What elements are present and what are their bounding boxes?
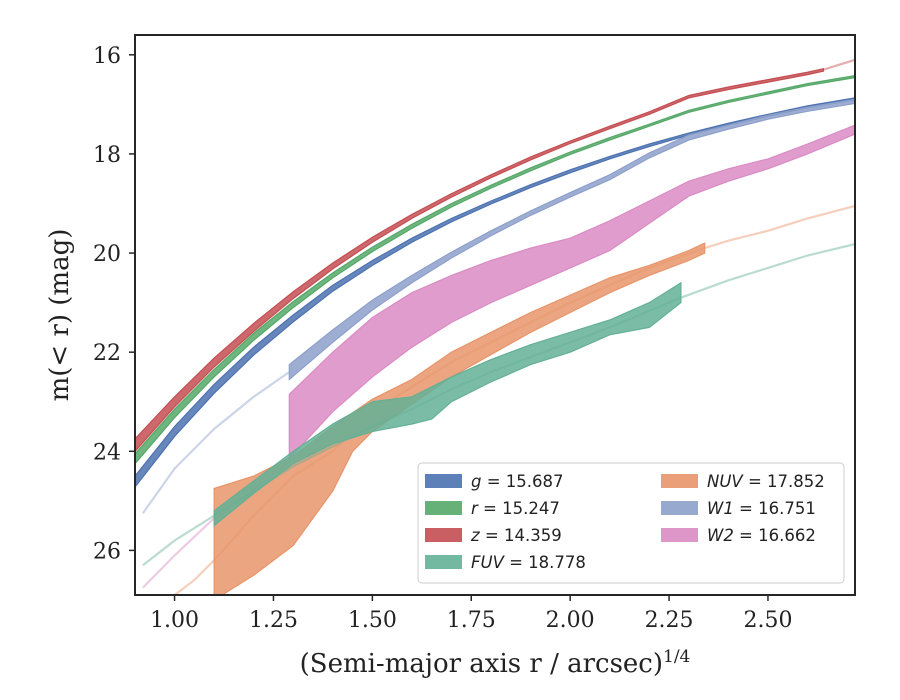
y-tick-label: 20 [93, 242, 121, 267]
x-tick-label: 1.25 [249, 608, 298, 633]
legend-swatch-nuv [661, 474, 698, 488]
x-tick-label: 2.50 [743, 608, 792, 633]
x-axis-label: (Semi-major axis r / arcsec)1/4 [300, 647, 691, 679]
legend-item-g: g = 15.687 [425, 472, 564, 491]
legend-label-w2: W2 = 16.662 [707, 526, 816, 545]
series-fuv-band [213, 281, 682, 527]
legend-item-fuv: FUV = 18.778 [425, 553, 586, 572]
series-r-band [135, 74, 855, 465]
legend-swatch-w2 [661, 528, 698, 542]
y-tick-label: 16 [93, 44, 121, 69]
x-tick-label: 2.25 [645, 608, 694, 633]
legend-label-fuv: FUV = 18.778 [471, 553, 586, 572]
legend-swatch-fuv [425, 555, 462, 569]
series-w1-band [288, 98, 855, 381]
y-axis-label: m(< r) (mag) [45, 229, 75, 402]
plot-area [135, 58, 855, 595]
legend-item-z: z = 14.359 [425, 526, 562, 545]
legend: g = 15.687 r = 15.247 z = 14.359 FUV = 18.7… [417, 462, 845, 584]
x-tick-label: 1.50 [348, 608, 397, 633]
series-w1-extrapolation-line [142, 371, 290, 514]
series-nuv-band [213, 242, 706, 595]
series-g-band [135, 97, 855, 488]
y-tick-label: 22 [93, 341, 121, 366]
legend-box [417, 462, 845, 584]
legend-item-w1: W1 = 16.751 [661, 499, 816, 518]
legend-label-z: z = 14.359 [470, 526, 562, 545]
legend-label-g: g = 15.687 [471, 472, 564, 491]
series-z-band [135, 67, 824, 453]
legend-swatch-g [425, 474, 462, 488]
x-axis-label-main: (Semi-major axis r / arcsec) [300, 649, 663, 679]
x-axis-label-exponent: 1/4 [663, 647, 690, 667]
legend-label-r: r = 15.247 [471, 499, 560, 518]
y-axis: 16 18 20 22 24 26 [93, 44, 135, 564]
legend-swatch-w1 [661, 501, 698, 515]
legend-label-w1: W1 = 16.751 [707, 499, 816, 518]
x-tick-label: 2.00 [546, 608, 595, 633]
y-tick-label: 24 [93, 440, 121, 465]
x-tick-label: 1.00 [150, 608, 199, 633]
series-z-extrapolation-line [823, 58, 855, 71]
plot-frame [134, 34, 856, 596]
legend-item-w2: W2 = 16.662 [661, 526, 816, 545]
legend-swatch-z [425, 528, 462, 542]
legend-label-nuv: NUV = 17.852 [707, 472, 825, 491]
legend-item-nuv: NUV = 17.852 [661, 472, 825, 491]
x-tick-label: 1.75 [447, 608, 496, 633]
legend-item-r: r = 15.247 [425, 499, 560, 518]
y-tick-label: 26 [93, 539, 121, 564]
series-w2-band [288, 124, 855, 461]
legend-swatch-r [425, 501, 462, 515]
x-axis: 1.00 1.25 1.50 1.75 2.00 2.25 2.50 [150, 595, 792, 633]
y-tick-label: 18 [93, 143, 121, 168]
